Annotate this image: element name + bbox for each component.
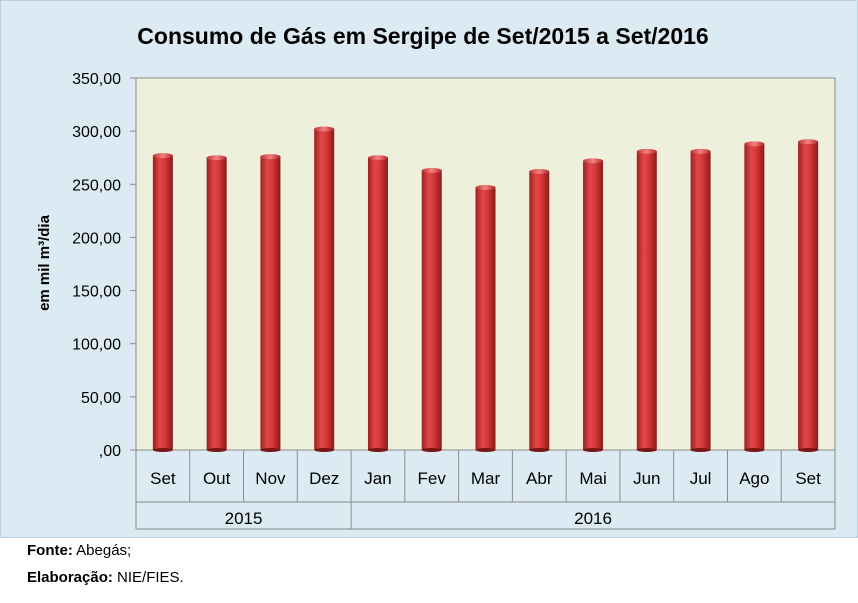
x-tick-label: Jan [364,469,391,488]
x-tick-label: Ago [739,469,769,488]
x-tick-label: Dez [309,469,339,488]
y-tick-label: 200,00 [72,230,121,247]
chart-title: Consumo de Gás em Sergipe de Set/2015 a … [137,23,708,49]
bar [152,155,173,451]
bar-cap [206,155,227,161]
bar-cap [421,167,442,173]
credit-note: Elaboração: NIE/FIES. [27,569,184,586]
y-tick-label: 250,00 [72,177,121,194]
x-tick-label: Jun [633,469,660,488]
x-tick-label: Abr [526,469,553,488]
bar-base [152,448,173,452]
bar-base [260,448,281,452]
x-tick-label: Mar [471,469,501,488]
bar-cap [152,153,173,159]
credit-label: Elaboração: [27,569,113,586]
year-group-label: 2015 [225,509,263,528]
bar-base [690,448,711,452]
bar-cap [367,155,388,161]
bar-base [636,448,657,452]
bar-base [421,448,442,452]
source-label: Fonte: [27,542,73,559]
bar-cap [314,126,335,132]
chart-area: Consumo de Gás em Sergipe de Set/2015 a … [0,0,858,538]
bar-base [529,448,550,452]
y-tick-label: 350,00 [72,71,121,88]
bar [206,157,227,450]
source-note: Fonte: Abegás; [27,542,131,559]
y-tick-label: 300,00 [72,124,121,141]
bar [260,156,281,450]
bar-base [583,448,604,452]
y-tick-label: ,00 [99,443,121,460]
x-tick-label: Fev [418,469,447,488]
y-tick-label: 100,00 [72,337,121,354]
bar-cap [475,184,496,190]
x-tick-label: Jul [690,469,712,488]
bar-base [314,448,335,452]
bar-chart: Consumo de Gás em Sergipe de Set/2015 a … [36,23,836,530]
bar-cap [260,154,281,160]
bar [367,157,388,450]
bar-base [798,448,819,452]
x-tick-label: Set [150,469,176,488]
bar [421,170,442,450]
bar-cap [798,139,819,145]
y-tick-label: 50,00 [81,390,121,407]
bar-cap [636,148,657,154]
y-tick-label: 150,00 [72,284,121,301]
bar-base [206,448,227,452]
bar [314,129,335,450]
bar [583,160,604,450]
bar [798,141,819,450]
bar-cap [690,148,711,154]
bar-cap [583,158,604,164]
bar [636,151,657,450]
bar-cap [529,169,550,175]
credit-value: NIE/FIES. [112,569,184,586]
bar [690,151,711,450]
bar-base [367,448,388,452]
source-value: Abegás; [72,542,132,559]
bar-base [475,448,496,452]
bar [475,187,496,450]
bar-base [744,448,765,452]
x-tick-label: Mai [579,469,606,488]
bar [529,171,550,450]
bar-cap [744,141,765,147]
x-tick-label: Out [203,469,231,488]
bar [744,143,765,450]
y-axis-label: em mil m³/dia [36,214,53,311]
x-tick-label: Nov [255,469,286,488]
year-group-label: 2016 [574,509,612,528]
x-tick-label: Set [795,469,821,488]
